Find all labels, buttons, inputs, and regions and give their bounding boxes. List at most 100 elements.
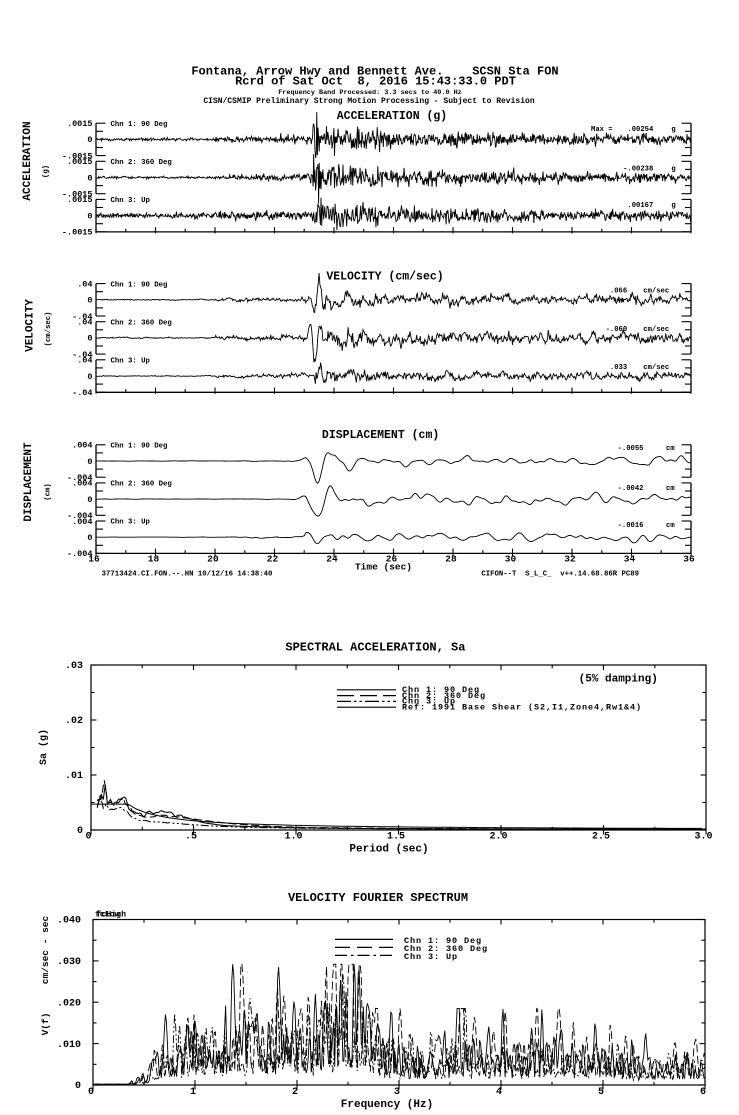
svg-text:.04: .04 — [77, 356, 92, 366]
svg-text:.004: .004 — [72, 479, 92, 489]
svg-text:3: 3 — [394, 1087, 400, 1098]
svg-text:24: 24 — [326, 554, 338, 565]
svg-text:0: 0 — [87, 457, 92, 467]
svg-text:Chn 1: 90 Deg: Chn 1: 90 Deg — [111, 121, 168, 129]
svg-text:.02: .02 — [65, 716, 83, 727]
svg-text:28: 28 — [445, 554, 457, 565]
svg-text:cm: cm — [666, 485, 675, 493]
svg-text:Frequency (Hz): Frequency (Hz) — [341, 1099, 433, 1111]
svg-text:ACCELERATION (g): ACCELERATION (g) — [337, 110, 447, 123]
svg-text:Chn 2: 360 Deg: Chn 2: 360 Deg — [111, 159, 172, 167]
svg-text:CISN/CSMIP Preliminary Strong: CISN/CSMIP Preliminary Strong Motion Pro… — [203, 97, 534, 106]
svg-text:-.0015: -.0015 — [62, 190, 93, 200]
svg-text:(cm): (cm) — [45, 483, 53, 501]
svg-text:Frequency Band Processed: 3.3: Frequency Band Processed: 3.3 secs to 40… — [278, 89, 462, 97]
svg-text:0: 0 — [87, 173, 92, 183]
svg-text:DISPLACEMENT (cm): DISPLACEMENT (cm) — [322, 429, 439, 442]
svg-text:-.004: -.004 — [67, 549, 93, 559]
svg-text:Chn 1: 90 Deg: Chn 1: 90 Deg — [111, 281, 168, 289]
svg-text:g: g — [671, 165, 675, 173]
svg-text:-.0015: -.0015 — [62, 151, 93, 161]
svg-text:.5: .5 — [185, 831, 197, 842]
svg-text:(5% damping): (5% damping) — [579, 673, 658, 685]
svg-text:37713424.CI.FON.--.HN 10/12/16: 37713424.CI.FON.--.HN 10/12/16 14:38:40 — [102, 570, 273, 578]
svg-text:.03: .03 — [65, 661, 83, 672]
svg-text:cm/sec: cm/sec — [643, 364, 669, 372]
svg-text:Fontana, Arrow Hwy and Bennett: Fontana, Arrow Hwy and Bennett Ave. SCSN… — [191, 65, 558, 79]
svg-text:cm/sec: cm/sec — [643, 326, 669, 334]
svg-text:V(f): V(f) — [40, 1013, 51, 1036]
svg-text:0: 0 — [87, 135, 92, 145]
svg-text:.0015: .0015 — [67, 119, 93, 129]
svg-text:.04: .04 — [77, 279, 92, 289]
svg-text:.00167: .00167 — [627, 202, 653, 210]
svg-text:36: 36 — [683, 554, 695, 565]
svg-text:Chn 3: Up: Chn 3: Up — [404, 952, 458, 962]
svg-text:0: 0 — [87, 372, 92, 382]
svg-text:34: 34 — [624, 554, 636, 565]
svg-text:.004: .004 — [72, 517, 92, 527]
svg-text:16: 16 — [88, 554, 100, 565]
svg-text:3.0: 3.0 — [694, 831, 712, 842]
svg-text:30: 30 — [505, 554, 517, 565]
svg-text:18: 18 — [148, 554, 160, 565]
svg-text:20: 20 — [207, 554, 219, 565]
svg-text:0: 0 — [75, 1081, 81, 1092]
svg-text:VELOCITY (cm/sec): VELOCITY (cm/sec) — [326, 271, 443, 284]
svg-text:Rcrd of Sat Oct 8, 2016 15:43: Rcrd of Sat Oct 8, 2016 15:43:33.0 PDT — [235, 75, 516, 89]
svg-text:.040: .040 — [57, 916, 81, 927]
svg-text:Chn 3: Up: Chn 3: Up — [111, 519, 151, 527]
svg-text:0: 0 — [87, 296, 92, 306]
svg-text:Chn 1: 90 Deg: Chn 1: 90 Deg — [404, 936, 482, 946]
svg-text:cm: cm — [666, 445, 675, 453]
svg-text:4: 4 — [496, 1087, 502, 1098]
svg-text:Ref: 1991 Base Shear (S2,I1,Zo: Ref: 1991 Base Shear (S2,I1,Zone4,Rw1&4) — [402, 703, 642, 713]
svg-text:CIFON--T S_L_C_ v++.14.68.86: CIFON--T S_L_C_ v++.14.68.86R PC89 — [481, 570, 639, 578]
svg-text:-.04: -.04 — [72, 312, 92, 322]
svg-text:(cm/sec): (cm/sec) — [45, 311, 53, 346]
svg-text:.020: .020 — [57, 998, 81, 1009]
svg-text:Chn 3: Up: Chn 3: Up — [402, 697, 456, 707]
svg-text:32: 32 — [564, 554, 576, 565]
svg-text:Chn 2: 360 Deg: Chn 2: 360 Deg — [111, 481, 172, 489]
svg-text:cm/sec - sec: cm/sec - sec — [40, 916, 51, 985]
svg-text:VELOCITY FOURIER SPECTRUM: VELOCITY FOURIER SPECTRUM — [288, 891, 468, 905]
svg-text:Period (sec): Period (sec) — [349, 844, 428, 856]
svg-text:fcLow: fcLow — [95, 910, 120, 920]
svg-text:(g): (g) — [43, 165, 51, 178]
svg-text:Time (sec): Time (sec) — [355, 562, 412, 573]
svg-text:2: 2 — [292, 1087, 298, 1098]
svg-text:1: 1 — [190, 1087, 196, 1098]
svg-text:-.04: -.04 — [72, 388, 92, 398]
svg-text:22: 22 — [267, 554, 279, 565]
svg-text:ACCELERATION: ACCELERATION — [22, 121, 34, 200]
svg-text:0: 0 — [87, 334, 92, 344]
svg-text:fcHigh: fcHigh — [97, 910, 127, 920]
svg-text:Chn 2: 360 Deg: Chn 2: 360 Deg — [111, 319, 172, 327]
svg-text:-.060: -.060 — [606, 326, 628, 334]
svg-text:Max =: Max = — [591, 126, 613, 134]
svg-text:.0015: .0015 — [67, 157, 93, 167]
svg-text:g: g — [671, 126, 675, 134]
svg-text:0: 0 — [87, 211, 92, 221]
svg-text:Chn 1: 90 Deg: Chn 1: 90 Deg — [402, 685, 480, 695]
svg-text:0: 0 — [87, 495, 92, 505]
svg-text:-.004: -.004 — [67, 473, 93, 483]
svg-text:.010: .010 — [57, 1040, 81, 1051]
svg-text:0: 0 — [77, 826, 83, 837]
svg-text:-.0016: -.0016 — [618, 522, 644, 530]
svg-text:.0015: .0015 — [67, 195, 93, 205]
svg-text:0: 0 — [85, 831, 91, 842]
svg-text:Chn 2: 360 Deg: Chn 2: 360 Deg — [402, 691, 486, 701]
svg-text:.00254: .00254 — [627, 126, 654, 134]
svg-text:-.0015: -.0015 — [62, 228, 93, 238]
svg-text:g: g — [671, 202, 675, 210]
svg-text:.066: .066 — [610, 287, 627, 295]
svg-text:-.04: -.04 — [72, 350, 92, 360]
svg-text:Chn 2: 360 Deg: Chn 2: 360 Deg — [404, 944, 488, 954]
svg-text:0: 0 — [88, 1087, 94, 1098]
svg-text:-.0055: -.0055 — [618, 445, 644, 453]
svg-text:5: 5 — [598, 1087, 604, 1098]
svg-text:Chn 3: Up: Chn 3: Up — [111, 358, 151, 366]
svg-text:2.5: 2.5 — [592, 831, 610, 842]
